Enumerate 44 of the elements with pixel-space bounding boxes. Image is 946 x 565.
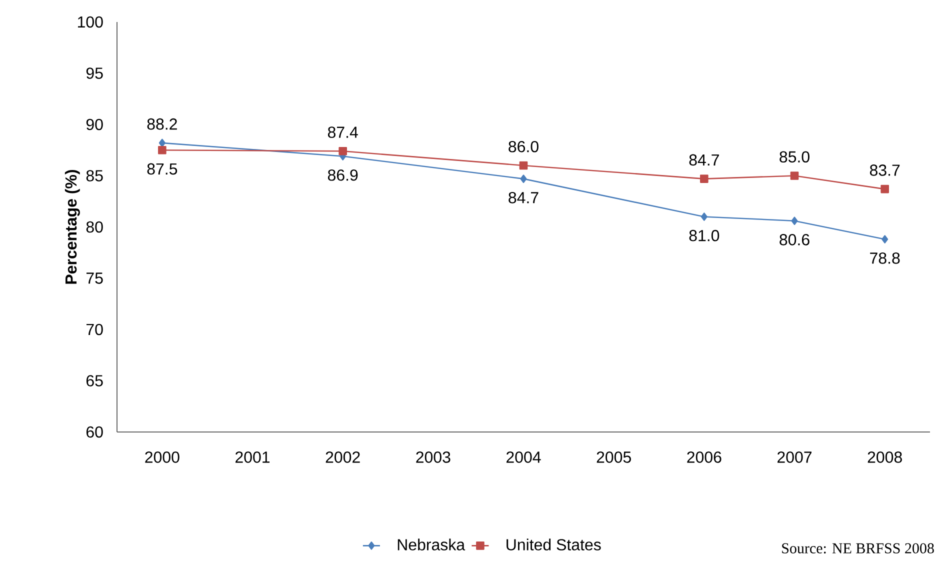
point bbox=[791, 216, 798, 225]
x-tick-label: 2006 bbox=[687, 452, 722, 463]
point bbox=[338, 146, 347, 156]
data-label: 83.7 bbox=[870, 164, 900, 176]
x-tick-label: 2004 bbox=[506, 452, 541, 463]
point bbox=[519, 161, 528, 170]
y-tick-label: 90 bbox=[86, 118, 103, 130]
source-note: Source: NE BRFSS 2008 bbox=[782, 543, 934, 554]
y-tick-label: 80 bbox=[86, 221, 103, 233]
data-label: 81.0 bbox=[689, 230, 720, 242]
y-tick-label: 95 bbox=[86, 68, 103, 79]
point bbox=[700, 212, 708, 221]
point bbox=[158, 146, 166, 154]
x-tick-label: 2001 bbox=[236, 452, 270, 463]
x-tick-label: 2007 bbox=[778, 452, 812, 463]
y-tick-label: 85 bbox=[86, 170, 103, 182]
data-label: 86.0 bbox=[508, 140, 538, 152]
data-label: 84.7 bbox=[508, 192, 538, 204]
data-label: 78.8 bbox=[870, 252, 900, 264]
x-tick-label: 2005 bbox=[596, 452, 631, 463]
data-label: 88.2 bbox=[147, 118, 177, 130]
point bbox=[520, 174, 527, 183]
x-tick-label: 2002 bbox=[326, 452, 360, 463]
data-label: 86.9 bbox=[328, 169, 358, 181]
x-tick-label: 2000 bbox=[145, 452, 180, 463]
x-tick-label: 2008 bbox=[868, 452, 902, 463]
data-label: 80.6 bbox=[780, 234, 810, 246]
y-axis-title: Percentage (%) bbox=[64, 170, 80, 284]
legend-label: United States bbox=[506, 538, 601, 550]
point bbox=[882, 235, 888, 244]
point bbox=[880, 184, 889, 194]
point bbox=[790, 172, 799, 180]
data-label: 87.5 bbox=[147, 163, 178, 175]
data-label: 85.0 bbox=[780, 151, 810, 163]
x-tick-label: 2003 bbox=[416, 452, 450, 463]
y-tick-label: 60 bbox=[86, 426, 103, 438]
y-tick-label: 75 bbox=[86, 272, 103, 284]
y-tick-label: 100 bbox=[78, 16, 103, 28]
data-label: 87.4 bbox=[328, 126, 358, 138]
point bbox=[700, 174, 708, 183]
y-tick-label: 70 bbox=[86, 324, 103, 336]
legend-label: Nebraska bbox=[398, 538, 466, 550]
y-tick-label: 65 bbox=[86, 375, 103, 386]
data-label: 84.7 bbox=[689, 154, 719, 166]
